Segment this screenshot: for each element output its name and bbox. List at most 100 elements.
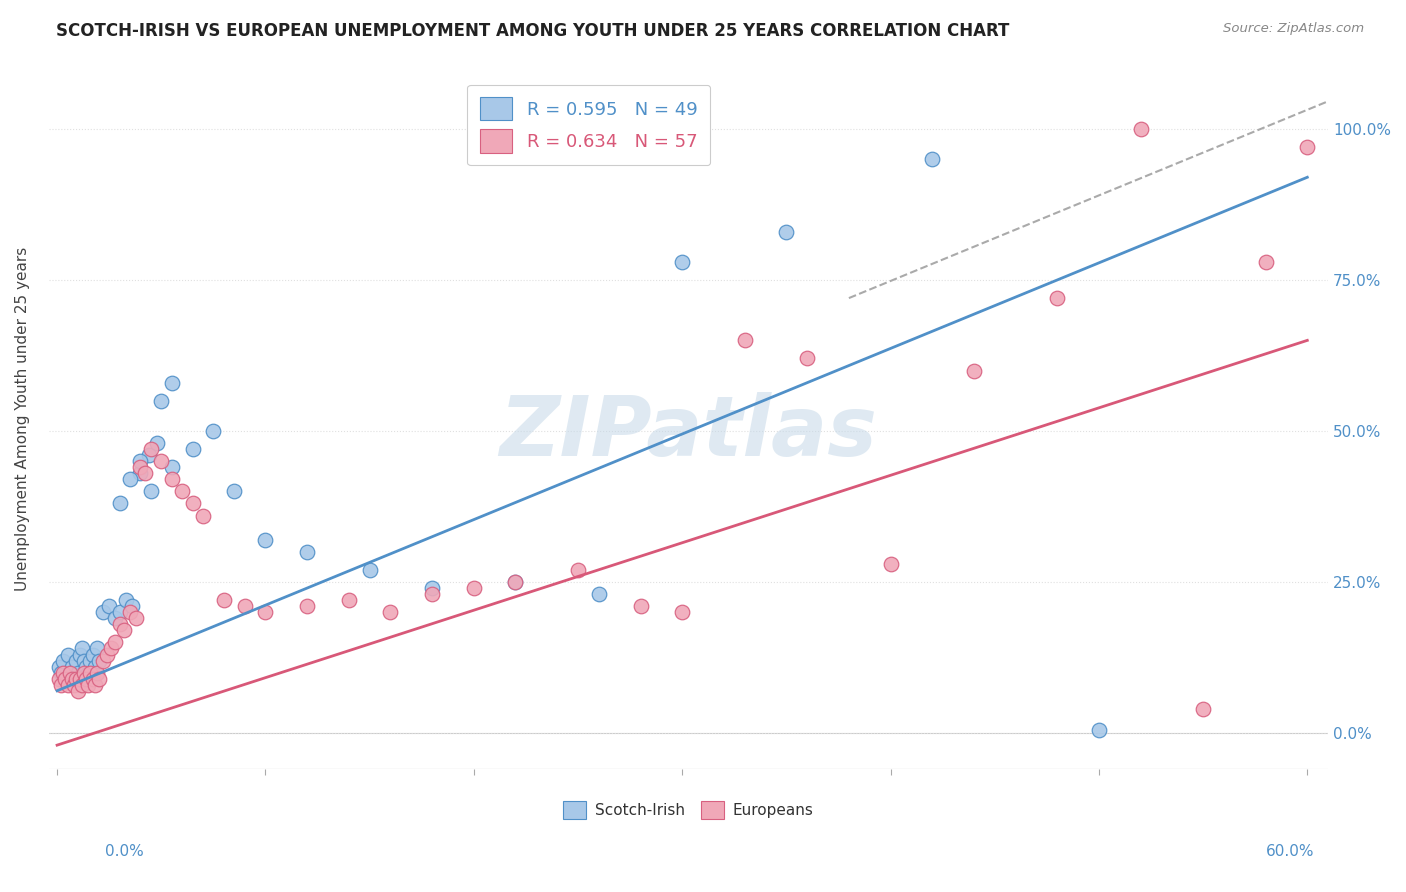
Point	[87, 672, 110, 686]
Text: SCOTCH-IRISH VS EUROPEAN UNEMPLOYMENT AMONG YOUTH UNDER 25 YEARS CORRELATION CHA: SCOTCH-IRISH VS EUROPEAN UNEMPLOYMENT AM…	[56, 22, 1010, 40]
Text: Source: ZipAtlas.com: Source: ZipAtlas.com	[1223, 22, 1364, 36]
Point	[1296, 140, 1319, 154]
Text: 0.0%: 0.0%	[105, 845, 145, 859]
Point	[75, 672, 97, 686]
Point	[77, 665, 100, 680]
Point	[56, 648, 79, 662]
Point	[60, 659, 83, 673]
Point	[58, 665, 80, 680]
Point	[70, 678, 93, 692]
Point	[139, 484, 162, 499]
Point	[87, 654, 110, 668]
Point	[224, 484, 246, 499]
Point	[70, 641, 93, 656]
Point	[233, 599, 256, 614]
Point	[118, 472, 141, 486]
Point	[66, 665, 89, 680]
Point	[91, 605, 114, 619]
Point	[62, 678, 84, 692]
Point	[921, 152, 943, 166]
Point	[254, 533, 277, 547]
Point	[69, 672, 91, 686]
Point	[77, 678, 100, 692]
Point	[112, 624, 135, 638]
Point	[567, 563, 589, 577]
Point	[55, 672, 77, 686]
Point	[380, 605, 402, 619]
Point	[91, 654, 114, 668]
Point	[118, 605, 141, 619]
Point	[51, 678, 73, 692]
Point	[86, 665, 108, 680]
Point	[879, 557, 901, 571]
Point	[129, 467, 152, 481]
Point	[121, 599, 143, 614]
Point	[181, 496, 204, 510]
Point	[150, 454, 173, 468]
Point	[48, 659, 70, 673]
Point	[775, 225, 797, 239]
Point	[73, 665, 96, 680]
Point	[1192, 702, 1215, 716]
Point	[73, 654, 96, 668]
Point	[463, 581, 485, 595]
Point	[138, 448, 160, 462]
Point	[134, 467, 156, 481]
Point	[505, 574, 527, 589]
Point	[104, 635, 127, 649]
Point	[52, 654, 75, 668]
Point	[420, 587, 443, 601]
Point	[150, 393, 173, 408]
Point	[79, 665, 101, 680]
Point	[75, 659, 97, 673]
Point	[1088, 723, 1111, 737]
Point	[79, 654, 101, 668]
Point	[254, 605, 277, 619]
Point	[83, 678, 105, 692]
Point	[963, 363, 986, 377]
Point	[48, 672, 70, 686]
Point	[160, 460, 183, 475]
Point	[505, 574, 527, 589]
Point	[630, 599, 652, 614]
Point	[129, 454, 152, 468]
Point	[83, 659, 105, 673]
Point	[108, 617, 131, 632]
Point	[671, 255, 693, 269]
Point	[202, 424, 225, 438]
Point	[295, 599, 318, 614]
Point	[160, 376, 183, 390]
Point	[108, 605, 131, 619]
Point	[671, 605, 693, 619]
Point	[52, 665, 75, 680]
Point	[191, 508, 214, 523]
Point	[60, 672, 83, 686]
Point	[108, 496, 131, 510]
Point	[55, 672, 77, 686]
Point	[125, 611, 148, 625]
Point	[588, 587, 610, 601]
Point	[115, 593, 138, 607]
Point	[66, 683, 89, 698]
Y-axis label: Unemployment Among Youth under 25 years: Unemployment Among Youth under 25 years	[15, 247, 30, 591]
Point	[82, 648, 104, 662]
Point	[129, 460, 152, 475]
Point	[104, 611, 127, 625]
Point	[146, 436, 169, 450]
Point	[420, 581, 443, 595]
Point	[181, 442, 204, 456]
Point	[98, 599, 121, 614]
Point	[65, 672, 87, 686]
Point	[51, 665, 73, 680]
Point	[82, 672, 104, 686]
Point	[100, 641, 122, 656]
Point	[139, 442, 162, 456]
Point	[1129, 122, 1152, 136]
Text: ZIPatlas: ZIPatlas	[499, 392, 877, 474]
Point	[172, 484, 194, 499]
Point	[1254, 255, 1277, 269]
Legend: Scotch-Irish, Europeans: Scotch-Irish, Europeans	[557, 795, 820, 825]
Point	[796, 351, 818, 366]
Point	[160, 472, 183, 486]
Point	[56, 678, 79, 692]
